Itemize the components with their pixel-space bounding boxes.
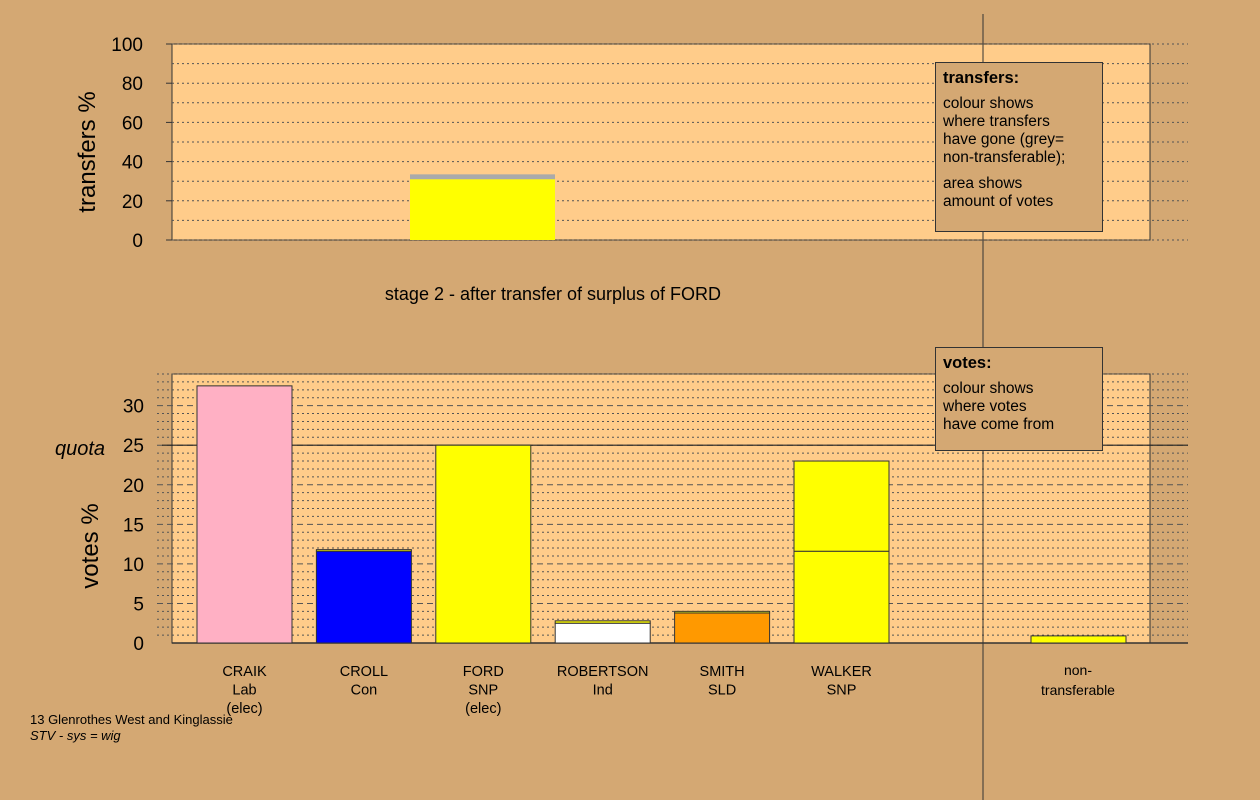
candidate-label: Lab <box>232 683 256 699</box>
candidate-label: ROBERTSON <box>557 664 649 680</box>
transfers-tick-label: 40 <box>122 153 143 174</box>
transfers-axis: 0 20 40 60 80 100 <box>111 35 172 252</box>
candidate-label: SNP <box>827 683 857 699</box>
transfers-bar-segment <box>410 174 555 180</box>
transfers-tick-label: 0 <box>132 231 143 252</box>
transfers-tick-label: 80 <box>122 74 143 95</box>
votes-tick-label: 30 <box>123 397 144 418</box>
candidate-bar-segment <box>196 385 293 644</box>
candidate-label: Con <box>351 683 378 699</box>
nontransferable-label: transferable <box>1041 682 1115 698</box>
transfers-axis-label: transfers % <box>74 91 101 212</box>
candidate-bar-segment <box>435 444 532 644</box>
votes-legend-title: votes: <box>943 354 992 372</box>
candidate-bar-segment <box>554 622 651 644</box>
votes-legend: votes: colour shows where votes have com… <box>935 347 1103 451</box>
transfers-legend: transfers: colour shows where transfers … <box>935 62 1103 232</box>
transfers-legend-text: colour shows where transfers have gone (… <box>943 95 1066 166</box>
candidate-label: (elec) <box>465 701 501 717</box>
nontransferable-label: non- <box>1064 662 1092 678</box>
candidate-label: WALKER <box>811 664 872 680</box>
candidate-bar-segment <box>315 550 412 644</box>
votes-tick-label: 25 <box>123 436 144 457</box>
quota-label: quota <box>55 438 105 460</box>
votes-tick-label: 0 <box>133 634 144 655</box>
votes-legend-text: colour shows where votes have come from <box>943 380 1055 433</box>
votes-tick-label: 10 <box>123 555 144 576</box>
transfers-legend-area-text: area shows amount of votes <box>943 175 1054 210</box>
nontransferable-bar <box>1030 635 1127 644</box>
candidate-labels: CRAIK Lab (elec) CROLL Con FORD SNP (elec) ROBER… <box>222 662 1115 717</box>
transfers-tick-label: 60 <box>122 113 143 134</box>
transfers-tick-label: 20 <box>122 192 143 213</box>
candidate-label: CRAIK <box>222 664 267 680</box>
candidate-bar-segment <box>793 460 890 552</box>
candidate-bar-segment <box>674 612 771 644</box>
votes-axis-label: votes % <box>77 503 104 588</box>
votes-bars <box>196 385 1127 644</box>
candidate-label: CROLL <box>340 664 388 680</box>
candidate-label: SLD <box>708 683 736 699</box>
candidate-bar-segment <box>554 620 651 624</box>
transfers-bars <box>410 174 555 240</box>
candidate-bar-segment <box>315 549 412 552</box>
footer: 13 Glenrothes West and Kinglassie STV - … <box>30 712 233 744</box>
candidate-label: SNP <box>468 683 498 699</box>
candidate-label: (elec) <box>226 701 262 717</box>
candidate-label: FORD <box>463 664 504 680</box>
transfers-legend-title: transfers: <box>943 69 1020 87</box>
ward-name: 13 Glenrothes West and Kinglassie <box>30 712 233 727</box>
candidate-label: SMITH <box>700 664 745 680</box>
votes-tick-label: 5 <box>133 594 144 615</box>
transfers-tick-label: 100 <box>111 35 143 56</box>
candidate-label: Ind <box>593 683 613 699</box>
system-label: STV - sys = wig <box>30 728 121 743</box>
candidate-bar-segment <box>793 550 890 644</box>
candidate-bar-segment <box>674 610 771 614</box>
votes-tick-label: 20 <box>123 476 144 497</box>
stage-caption: stage 2 - after transfer of surplus of F… <box>385 284 721 304</box>
transfers-bar-segment <box>410 179 555 240</box>
votes-tick-label: 15 <box>123 515 144 536</box>
